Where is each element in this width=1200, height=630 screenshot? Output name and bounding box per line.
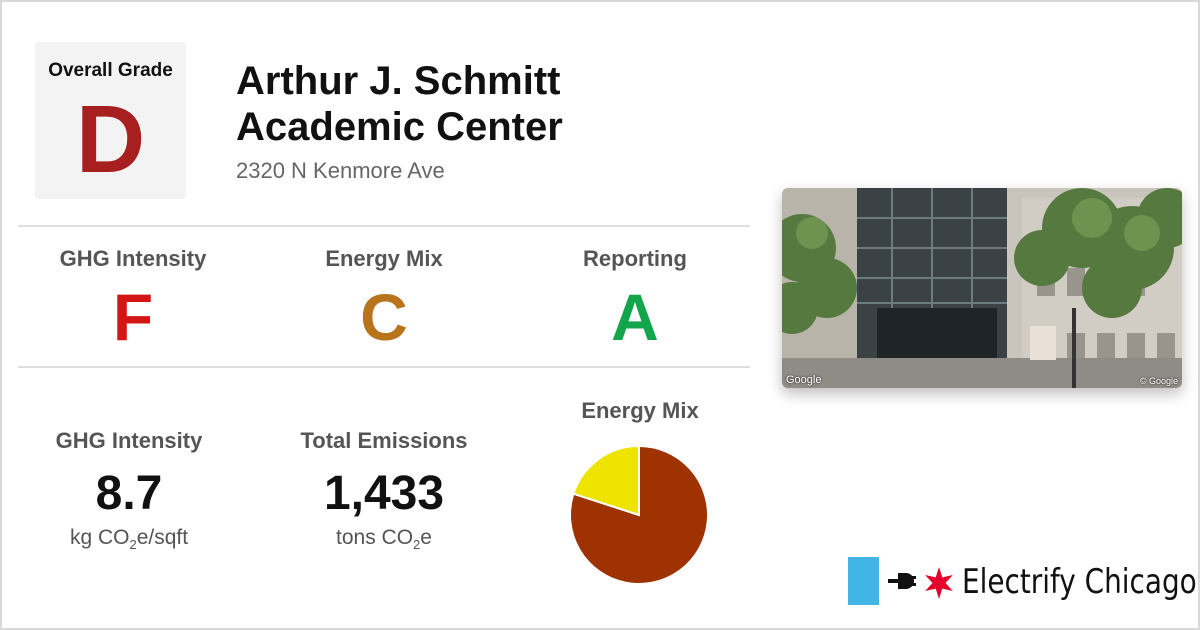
stat-ghg-label: GHG Intensity xyxy=(55,428,203,453)
plug-icon xyxy=(888,573,916,589)
stat-ghg-unit: kg CO2e/sqft xyxy=(69,526,189,553)
energy-mix-pie-chart xyxy=(569,444,709,585)
building-name: Arthur J. Schmitt Academic Center xyxy=(236,59,563,149)
grade-energy-mix: Energy Mix C xyxy=(264,246,504,350)
grade-ghg-intensity: GHG Intensity F xyxy=(13,246,253,350)
stat-total-emissions: Total Emissions 1,433 tons CO2e xyxy=(264,428,504,552)
grade-reporting-value: A xyxy=(611,280,659,354)
divider-middle xyxy=(18,366,750,368)
grade-energy-value: C xyxy=(360,280,408,354)
google-watermark: Google xyxy=(786,374,822,386)
stat-ghg-intensity: GHG Intensity 8.7 kg CO2e/sqft xyxy=(9,428,249,552)
chicago-star-icon xyxy=(925,567,953,599)
street-view-image xyxy=(782,188,1182,388)
stat-emissions-unit: tons CO2e xyxy=(336,526,432,553)
grade-reporting: Reporting A xyxy=(515,246,755,350)
pie-slice-1 xyxy=(572,444,640,517)
logo-text[interactable]: Electrify Chicago xyxy=(962,562,1197,602)
overall-grade-label: Overall Grade xyxy=(48,60,173,81)
building-photo[interactable]: Google © Google xyxy=(782,188,1182,388)
stat-emissions-label: Total Emissions xyxy=(300,428,468,453)
grade-ghg-value: F xyxy=(112,280,154,354)
overall-grade-card: Overall Grade D xyxy=(35,42,186,199)
building-address: 2320 N Kenmore Ave xyxy=(236,158,445,183)
grade-ghg-label: GHG Intensity xyxy=(59,246,207,271)
overall-grade-value: D xyxy=(75,86,146,193)
logo-flag-bar xyxy=(848,557,879,605)
stat-emissions-value: 1,433 xyxy=(323,467,445,520)
grade-reporting-label: Reporting xyxy=(583,246,687,271)
stat-ghg-value: 8.7 xyxy=(95,467,163,520)
pie-chart-title: Energy Mix xyxy=(581,398,699,423)
google-copyright: © Google xyxy=(1139,376,1178,386)
grade-energy-label: Energy Mix xyxy=(325,246,443,271)
divider-top xyxy=(18,225,750,227)
